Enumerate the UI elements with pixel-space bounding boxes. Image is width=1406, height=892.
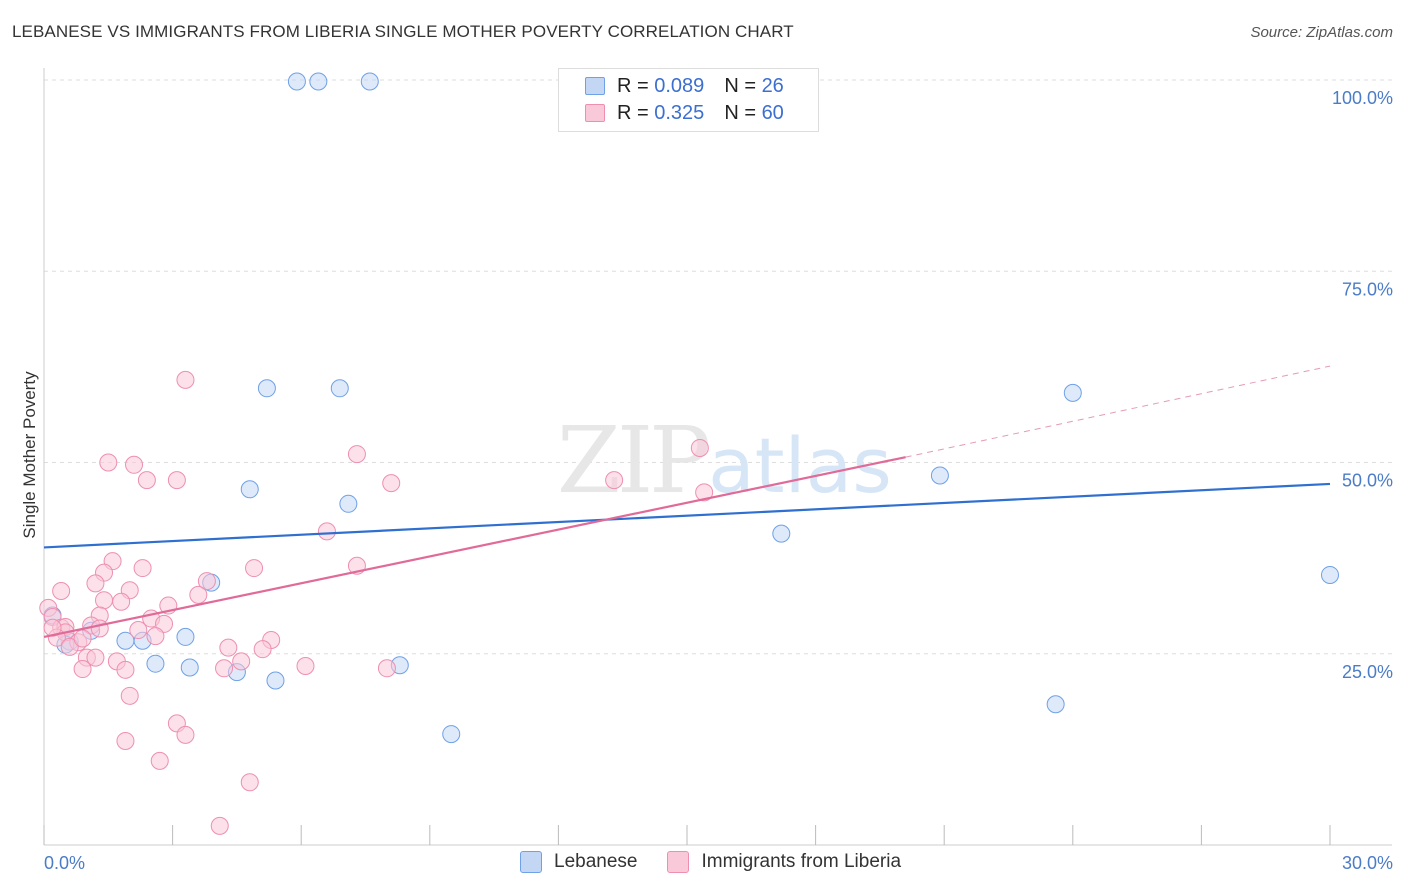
point-lebanese — [257, 379, 276, 398]
legend-n-label: N = — [724, 74, 762, 97]
point-lebanese — [360, 72, 379, 91]
trend-lines — [43, 365, 1331, 638]
point-liberia — [125, 455, 144, 474]
point-liberia — [73, 629, 92, 648]
bottom-legend-swatch-lebanese — [520, 851, 542, 873]
point-liberia — [189, 585, 208, 604]
legend-r-value: 0.325 — [654, 101, 705, 124]
point-liberia — [129, 621, 148, 640]
point-lebanese — [240, 480, 259, 499]
point-lebanese — [287, 72, 306, 91]
point-liberia — [116, 731, 135, 750]
legend-n-value: 26 — [761, 74, 784, 97]
point-lebanese — [266, 671, 285, 690]
legend-r-value: 0.089 — [654, 74, 705, 97]
watermark: ZIP atlas — [557, 407, 892, 514]
point-liberia — [253, 640, 272, 659]
point-lebanese — [180, 658, 199, 677]
point-liberia — [86, 574, 105, 593]
point-liberia — [176, 370, 195, 389]
point-lebanese — [176, 627, 195, 646]
x-tick-label: 30.0% — [1342, 853, 1393, 873]
trend-line-liberia — [43, 456, 906, 638]
point-liberia — [695, 483, 714, 502]
point-liberia — [690, 438, 709, 457]
bottom-legend-liberia: Immigrants from Liberia — [667, 851, 901, 873]
point-liberia — [210, 816, 229, 835]
point-liberia — [112, 592, 131, 611]
bottom-legend-lebanese: Lebanese — [520, 851, 637, 873]
point-liberia — [60, 637, 79, 656]
point-liberia — [167, 471, 186, 490]
point-liberia — [95, 591, 114, 610]
axes — [43, 68, 1392, 846]
point-lebanese — [1046, 695, 1065, 714]
point-liberia — [155, 614, 174, 633]
legend-n-label: N = — [724, 101, 762, 124]
point-liberia — [120, 686, 139, 705]
point-lebanese — [930, 466, 949, 485]
tick-labels: 25.0% 50.0% 75.0% 100.0% 0.0% 30.0% — [44, 88, 1393, 873]
point-liberia — [382, 474, 401, 493]
point-liberia — [377, 659, 396, 678]
bottom-legend-swatch-liberia — [667, 851, 690, 873]
trend-line-liberia-extension — [905, 365, 1331, 458]
point-liberia — [245, 559, 264, 578]
legend-n-value: 60 — [761, 101, 784, 124]
legend: R = 0.089 N = 26 R = 0.325 N = 60 — [558, 68, 819, 132]
point-lebanese — [772, 524, 791, 543]
point-liberia — [133, 559, 152, 578]
point-liberia — [240, 773, 259, 792]
chart-title: LEBANESE VS IMMIGRANTS FROM LIBERIA SING… — [12, 22, 794, 41]
point-liberia — [99, 453, 118, 472]
point-lebanese — [442, 725, 461, 744]
bottom-legend-label-lebanese: Lebanese — [554, 851, 638, 872]
trend-line-lebanese — [43, 482, 1331, 549]
legend-row-lebanese: R = 0.089 N = 26 — [585, 74, 784, 98]
point-liberia — [219, 638, 238, 657]
point-liberia — [605, 471, 624, 490]
point-liberia — [150, 751, 169, 770]
point-liberia — [347, 445, 366, 464]
legend-swatch-lebanese — [585, 77, 605, 95]
point-lebanese — [309, 72, 328, 91]
point-liberia — [146, 627, 165, 646]
point-lebanese — [146, 654, 165, 673]
point-liberia — [215, 659, 234, 678]
x-tick-label: 0.0% — [44, 853, 85, 873]
bottom-legend: Lebanese Immigrants from Liberia — [520, 851, 931, 873]
point-liberia — [176, 725, 195, 744]
legend-r-label: R = — [617, 101, 655, 124]
point-liberia — [137, 471, 156, 490]
point-liberia — [90, 619, 109, 638]
legend-r-label: R = — [617, 74, 655, 97]
source-label: Source: ZipAtlas.com — [1250, 24, 1393, 41]
point-liberia — [52, 582, 71, 601]
watermark-zip: ZIP — [557, 407, 708, 514]
point-lebanese — [1321, 565, 1339, 584]
point-liberia — [116, 660, 135, 679]
point-liberia — [232, 652, 251, 671]
point-liberia — [86, 648, 105, 667]
data-points — [39, 72, 1339, 835]
y-tick-label: 25.0% — [1342, 662, 1393, 682]
point-liberia — [296, 656, 315, 675]
point-liberia — [197, 572, 216, 591]
point-lebanese — [330, 379, 349, 398]
legend-swatch-liberia — [585, 104, 605, 122]
y-tick-label: 100.0% — [1332, 88, 1393, 108]
point-lebanese — [339, 494, 358, 513]
point-liberia — [73, 660, 92, 679]
point-liberia — [317, 522, 336, 541]
bottom-legend-label-liberia: Immigrants from Liberia — [701, 851, 902, 872]
y-tick-label: 50.0% — [1342, 471, 1393, 491]
legend-row-liberia: R = 0.325 N = 60 — [585, 101, 784, 125]
y-tick-label: 75.0% — [1342, 279, 1393, 299]
point-lebanese — [1063, 383, 1082, 402]
